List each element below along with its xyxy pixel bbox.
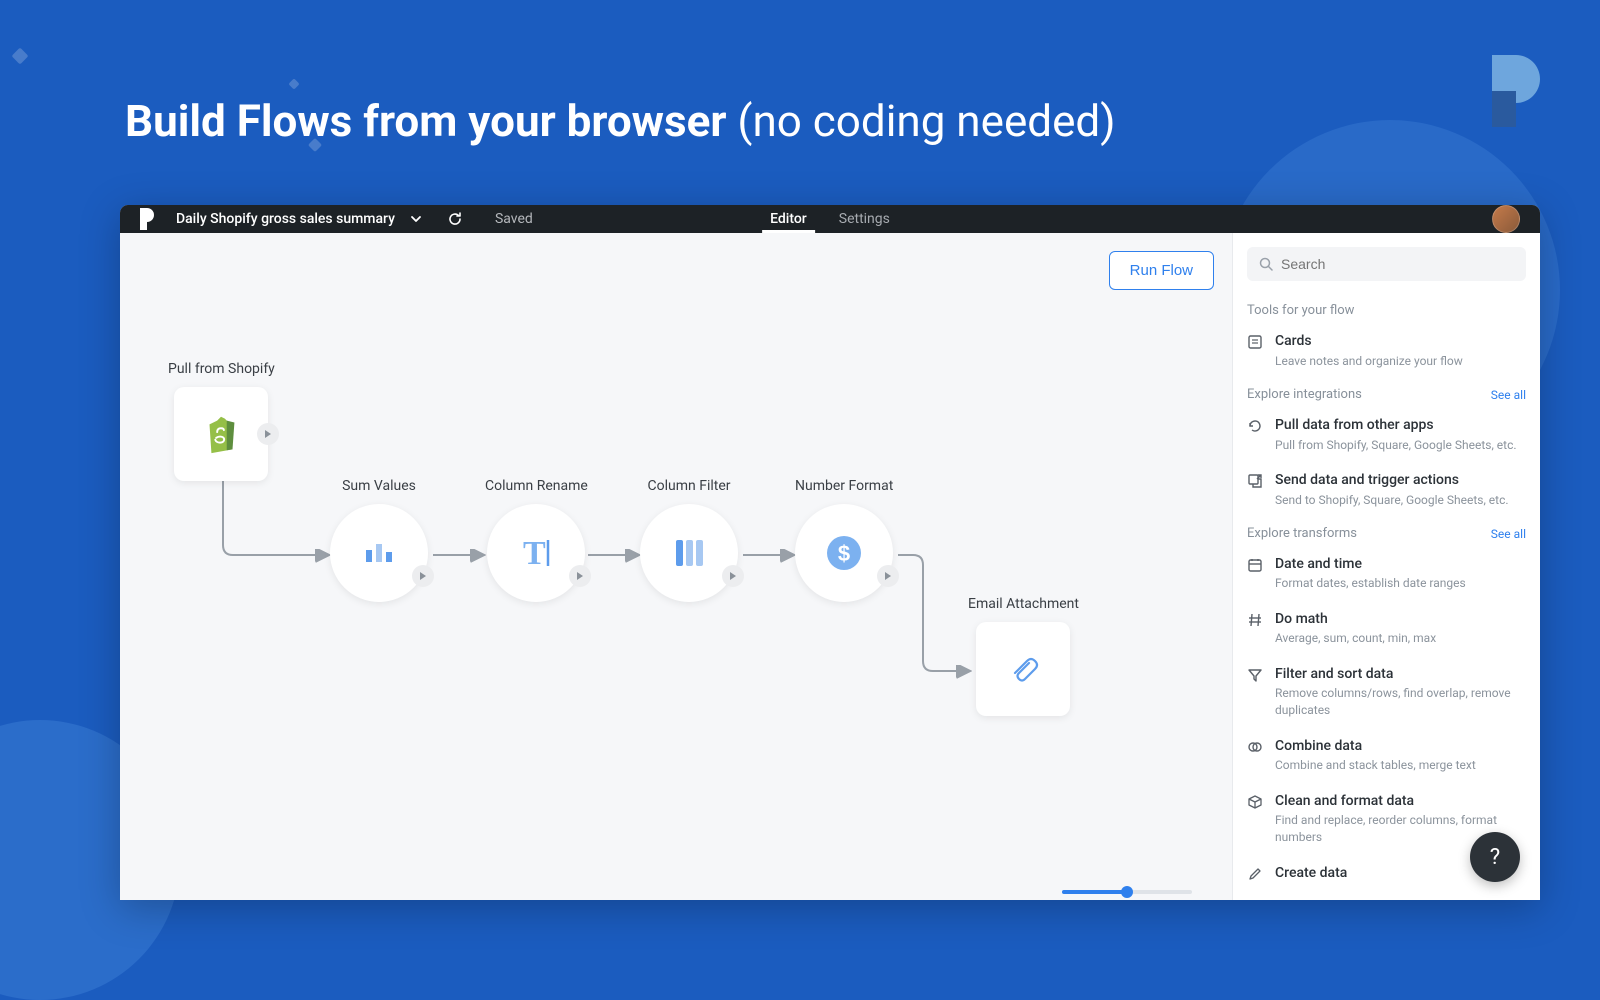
sidebar-item-send[interactable]: Send data and trigger actions Send to Sh… xyxy=(1247,471,1526,508)
play-icon[interactable] xyxy=(722,565,744,587)
node-email-label: Email Attachment xyxy=(968,596,1079,612)
item-math-desc: Average, sum, count, min, max xyxy=(1275,630,1526,647)
play-icon[interactable] xyxy=(257,423,279,445)
node-format[interactable]: Number Format $ xyxy=(795,478,893,602)
section-tools-header: Tools for your flow xyxy=(1247,303,1526,318)
saved-label: Saved xyxy=(495,211,533,227)
node-format-label: Number Format xyxy=(795,478,893,494)
app-window: Daily Shopify gross sales summary Saved … xyxy=(120,205,1540,900)
filter-icon xyxy=(1247,667,1263,683)
avatar[interactable] xyxy=(1492,205,1520,233)
node-sum-label: Sum Values xyxy=(342,478,416,494)
node-shopify[interactable]: Pull from Shopify xyxy=(168,361,275,481)
node-shopify-label: Pull from Shopify xyxy=(168,361,275,377)
cube-icon xyxy=(1247,794,1263,810)
columns-icon xyxy=(666,530,712,576)
paperclip-icon xyxy=(1005,651,1041,687)
item-math-title: Do math xyxy=(1275,610,1526,628)
node-shopify-box[interactable] xyxy=(174,387,268,481)
headline-bold: Build Flows from your browser xyxy=(125,95,726,147)
headline-light: (no coding needed) xyxy=(726,95,1115,147)
section-transforms-header: Explore transforms See all xyxy=(1247,526,1526,541)
node-filter[interactable]: Column Filter xyxy=(640,478,738,602)
node-rename[interactable]: Column Rename T xyxy=(485,478,588,602)
help-label: ? xyxy=(1490,845,1500,870)
node-filter-circle[interactable] xyxy=(640,504,738,602)
section-transforms-label: Explore transforms xyxy=(1247,526,1357,541)
item-send-title: Send data and trigger actions xyxy=(1275,471,1526,489)
play-icon[interactable] xyxy=(412,565,434,587)
item-cards-title: Cards xyxy=(1275,332,1526,350)
item-send-desc: Send to Shopify, Square, Google Sheets, … xyxy=(1275,492,1526,509)
search-input[interactable] xyxy=(1281,256,1514,272)
calendar-icon xyxy=(1247,557,1263,573)
sidebar-item-filter[interactable]: Filter and sort data Remove columns/rows… xyxy=(1247,665,1526,719)
item-date-desc: Format dates, establish date ranges xyxy=(1275,575,1526,592)
canvas[interactable]: Run Flow Pull from Shopify xyxy=(120,233,1232,900)
search-icon xyxy=(1259,257,1273,271)
node-format-circle[interactable]: $ xyxy=(795,504,893,602)
search-box[interactable] xyxy=(1247,247,1526,281)
node-rename-label: Column Rename xyxy=(485,478,588,494)
sidebar-item-math[interactable]: Do math Average, sum, count, min, max xyxy=(1247,610,1526,647)
tab-settings[interactable]: Settings xyxy=(839,205,890,233)
item-combine-desc: Combine and stack tables, merge text xyxy=(1275,757,1526,774)
node-email[interactable]: Email Attachment xyxy=(968,596,1079,716)
tab-editor[interactable]: Editor xyxy=(770,205,807,233)
zoom-slider[interactable] xyxy=(1062,890,1192,894)
see-all-transforms[interactable]: See all xyxy=(1491,527,1526,541)
combine-icon xyxy=(1247,739,1263,755)
item-clean-title: Clean and format data xyxy=(1275,792,1526,810)
pencil-icon xyxy=(1247,866,1263,882)
send-icon xyxy=(1247,473,1263,489)
sidebar: Tools for your flow Cards Leave notes an… xyxy=(1232,233,1540,900)
help-button[interactable]: ? xyxy=(1470,832,1520,882)
svg-text:$: $ xyxy=(838,541,850,566)
item-combine-title: Combine data xyxy=(1275,737,1526,755)
run-flow-button[interactable]: Run Flow xyxy=(1109,251,1214,290)
brand-logo xyxy=(1492,55,1540,131)
node-filter-label: Column Filter xyxy=(648,478,731,494)
node-email-box[interactable] xyxy=(976,622,1070,716)
section-integrations-header: Explore integrations See all xyxy=(1247,387,1526,402)
shopify-icon xyxy=(198,411,244,457)
text-cursor-icon: T xyxy=(511,528,561,578)
promo-headline: Build Flows from your browser (no coding… xyxy=(125,95,1116,147)
node-rename-circle[interactable]: T xyxy=(487,504,585,602)
card-icon xyxy=(1247,334,1263,350)
toolbar: Daily Shopify gross sales summary Saved … xyxy=(120,205,1540,233)
pull-icon xyxy=(1247,418,1263,434)
app-body: Run Flow Pull from Shopify xyxy=(120,233,1540,900)
tabs: Editor Settings xyxy=(770,205,890,233)
item-pull-desc: Pull from Shopify, Square, Google Sheets… xyxy=(1275,437,1526,454)
section-integrations-label: Explore integrations xyxy=(1247,387,1362,402)
item-filter-title: Filter and sort data xyxy=(1275,665,1526,683)
flow-title[interactable]: Daily Shopify gross sales summary xyxy=(176,211,395,227)
refresh-icon[interactable] xyxy=(447,211,463,227)
item-date-title: Date and time xyxy=(1275,555,1526,573)
svg-text:T: T xyxy=(523,535,546,572)
sidebar-item-pull[interactable]: Pull data from other apps Pull from Shop… xyxy=(1247,416,1526,453)
app-logo[interactable] xyxy=(140,208,154,230)
item-filter-desc: Remove columns/rows, find overlap, remov… xyxy=(1275,685,1526,719)
bars-icon xyxy=(356,530,402,576)
item-cards-desc: Leave notes and organize your flow xyxy=(1275,353,1526,370)
sidebar-item-combine[interactable]: Combine data Combine and stack tables, m… xyxy=(1247,737,1526,774)
dollar-icon: $ xyxy=(821,530,867,576)
node-sum[interactable]: Sum Values xyxy=(330,478,428,602)
hash-icon xyxy=(1247,612,1263,628)
sidebar-item-date[interactable]: Date and time Format dates, establish da… xyxy=(1247,555,1526,592)
play-icon[interactable] xyxy=(877,565,899,587)
play-icon[interactable] xyxy=(569,565,591,587)
see-all-integrations[interactable]: See all xyxy=(1491,388,1526,402)
tab-settings-label: Settings xyxy=(839,211,890,227)
node-sum-circle[interactable] xyxy=(330,504,428,602)
section-tools-label: Tools for your flow xyxy=(1247,303,1354,318)
item-pull-title: Pull data from other apps xyxy=(1275,416,1526,434)
sidebar-item-cards[interactable]: Cards Leave notes and organize your flow xyxy=(1247,332,1526,369)
chevron-down-icon[interactable] xyxy=(409,212,423,226)
tab-editor-label: Editor xyxy=(770,211,807,227)
